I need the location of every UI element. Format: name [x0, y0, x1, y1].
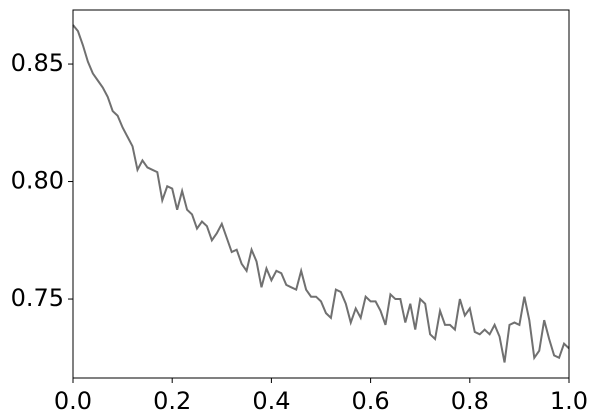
- y-tick-label: 0.75: [11, 284, 64, 312]
- x-tick-label: 0.8: [451, 387, 489, 415]
- x-tick-label: 0.0: [54, 387, 92, 415]
- data-line: [72, 24, 570, 363]
- plot-frame: [72, 9, 570, 379]
- y-tick-label: 0.85: [11, 49, 64, 77]
- x-tick-label: 0.4: [252, 387, 290, 415]
- y-tick-label: 0.80: [11, 167, 64, 195]
- x-tick-label: 0.6: [352, 387, 390, 415]
- x-tick-label: 1.0: [550, 387, 588, 415]
- x-tick-label: 0.2: [153, 387, 191, 415]
